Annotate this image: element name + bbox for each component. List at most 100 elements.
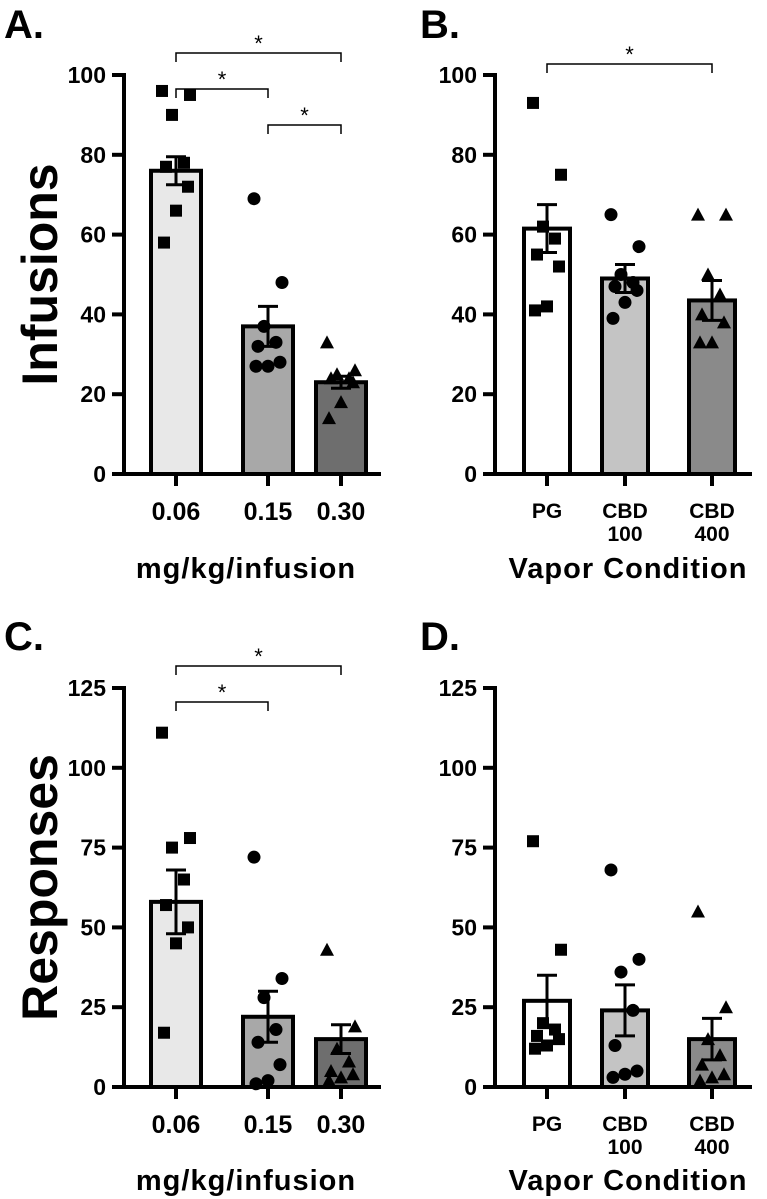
panel-b-significance-line: [546, 63, 713, 73]
panel-a-y-tick-label-60: 60: [80, 222, 106, 248]
panel-d-x-tick-label-2-line-1: CBD: [602, 1113, 648, 1136]
panel-c-data-point-2-2: [275, 971, 289, 985]
panel-a-y-tick-label-20: 20: [80, 381, 106, 407]
panel-b-y-tick-label-100: 100: [439, 62, 477, 88]
panel-b-data-point-1-7: [541, 300, 553, 313]
panel-b-y-tick-label-80: 80: [451, 142, 477, 168]
panel-c-data-point-1-4: [178, 873, 190, 886]
panel-b-x-tick-label-3-line-1: CBD: [689, 500, 735, 523]
panel-d-y-tick-label-25: 25: [451, 994, 477, 1020]
panel-c-y-tick-label-50: 50: [80, 914, 106, 940]
panel-a-data-point-2-2: [275, 275, 289, 289]
panel-a-data-point-1-8: [158, 236, 170, 249]
panel-c-significance-star: *: [254, 644, 263, 669]
panel-d-data-point-3-4: [713, 1048, 727, 1062]
panel-b-data-point-3-8: [693, 335, 707, 349]
panel-a-letter: A.: [4, 3, 44, 47]
panel-c-y-tick-label-100: 100: [68, 755, 106, 781]
panel-b-data-point-3-3: [701, 267, 715, 281]
panel-a-data-point-1-2: [184, 88, 196, 101]
panel-b-letter: B.: [420, 3, 460, 47]
panel-a-significance-star: *: [300, 103, 309, 128]
panel-d-data-point-2-5: [608, 1039, 622, 1053]
panel-c-significance-bracket-1: *: [175, 644, 342, 675]
panel-a-data-point-2-8: [249, 359, 263, 373]
panel-b-y-tick-label-60: 60: [451, 222, 477, 248]
panel-b-data-point-1-6: [553, 260, 565, 273]
panel-a-data-point-3-1: [320, 335, 334, 349]
panel-a-significance-star: *: [218, 67, 227, 92]
panel-c-y-tick-label-75: 75: [80, 835, 106, 861]
panel-d-y-tick-label-75: 75: [451, 835, 477, 861]
panel-d-y-tick-label-125: 125: [439, 675, 478, 701]
panel-a-significance-bracket-3: *: [267, 103, 342, 134]
panel-a-data-point-3-7: [334, 395, 348, 409]
panel-c-data-point-1-3: [166, 841, 178, 854]
panel-a-bar-2: [241, 324, 295, 476]
panel-d-data-point-2-3: [614, 965, 628, 979]
panel-a-data-point-2-4: [269, 335, 283, 349]
panel-b-data-point-1-8: [529, 304, 541, 317]
panel-b-data-point-2-6: [630, 283, 644, 297]
panel-d-data-point-2-7: [618, 1067, 632, 1081]
panel-c-data-point-3-3: [330, 1041, 344, 1055]
panel-a-significance-bracket-1: *: [175, 31, 342, 62]
panel-c-data-point-3-4: [342, 1054, 356, 1068]
panel-b-y-tick-label-20: 20: [451, 381, 477, 407]
panel-b-x-tick-label-2-line-1: CBD: [602, 500, 648, 523]
panel-c-data-point-1-2: [184, 832, 196, 845]
panel-b-data-point-3-2: [719, 207, 733, 221]
panel-a-significance-bracket-2: *: [175, 67, 269, 98]
panel-d-data-point-1-8: [529, 1042, 541, 1055]
panel-b-data-point-3-4: [713, 287, 727, 301]
panel-b-data-point-3-1: [691, 207, 705, 221]
panel-c-x-axis-label: mg/kg/infusion: [136, 1165, 356, 1197]
panel-b-data-point-1-4: [549, 232, 561, 245]
panel-d-data-point-2-1: [604, 863, 618, 877]
panel-d-data-point-2-2: [632, 952, 646, 966]
panel-d-x-tick-label-3-line-2: 400: [694, 1136, 729, 1159]
panel-d-data-point-2-8: [606, 1070, 620, 1084]
panel-b-data-point-2-1: [604, 208, 618, 222]
panel-d-x-tick-label-2-line-2: 100: [607, 1136, 642, 1159]
panel-b-data-point-2-3: [614, 268, 628, 281]
panel-c-significance-star: *: [218, 680, 227, 705]
panel-d-data-point-1-1: [527, 835, 539, 848]
panel-d-data-point-3-8: [693, 1073, 707, 1087]
panel-c-data-point-1-7: [170, 937, 182, 950]
panel-d-data-point-1-6: [553, 1033, 565, 1046]
panel-b-data-point-2-8: [606, 311, 620, 325]
panel-d-data-point-1-2: [555, 943, 567, 956]
panel-d-data-point-3-3: [701, 1032, 715, 1046]
panel-d-y-tick-label-50: 50: [451, 914, 477, 940]
panel-a-y-tick-label-0: 0: [93, 461, 106, 487]
panel-d-data-point-1-4: [549, 1023, 561, 1036]
panel-c-data-point-2-1: [247, 850, 261, 864]
panel-c-x-tick-label-1: 0.06: [152, 1111, 201, 1139]
panel-a-x-tick-label-3: 0.30: [317, 498, 366, 526]
panel-b-y-tick-label-0: 0: [464, 461, 477, 487]
panel-d-data-point-3-5: [695, 1057, 709, 1071]
panel-c-data-point-3-8: [322, 1073, 336, 1087]
panel-b-data-point-3-7: [705, 335, 719, 349]
panel-d-data-point-1-5: [531, 1029, 543, 1042]
panel-c-y-tick-label-0: 0: [93, 1074, 106, 1100]
panel-d-data-point-1-7: [541, 1039, 553, 1052]
panel-b-data-point-3-5: [695, 307, 709, 321]
panel-d-error-bar-2: [615, 983, 635, 1038]
panel-d-data-point-2-4: [626, 1003, 640, 1017]
panel-d-data-point-3-1: [691, 904, 705, 918]
panel-a-y-tick-label-100: 100: [68, 62, 106, 88]
panel-b-x-tick-label-2-line-2: 100: [607, 523, 642, 546]
panel-b-y-tick-label-40: 40: [451, 301, 477, 327]
panel-c-significance-bracket-2: *: [175, 680, 269, 711]
panel-a-data-point-1-1: [156, 84, 168, 97]
panel-a-x-tick-label-2: 0.15: [244, 498, 293, 526]
panel-d-x-tick-label-1: PG: [532, 1113, 562, 1136]
panel-a-data-point-3-2: [348, 363, 362, 377]
panel-d-x-tick-label-3-line-1: CBD: [689, 1113, 735, 1136]
panel-c-data-point-3-7: [334, 1070, 348, 1084]
panel-d-y-tick-label-100: 100: [439, 755, 477, 781]
panel-a-data-point-3-5: [324, 371, 338, 385]
